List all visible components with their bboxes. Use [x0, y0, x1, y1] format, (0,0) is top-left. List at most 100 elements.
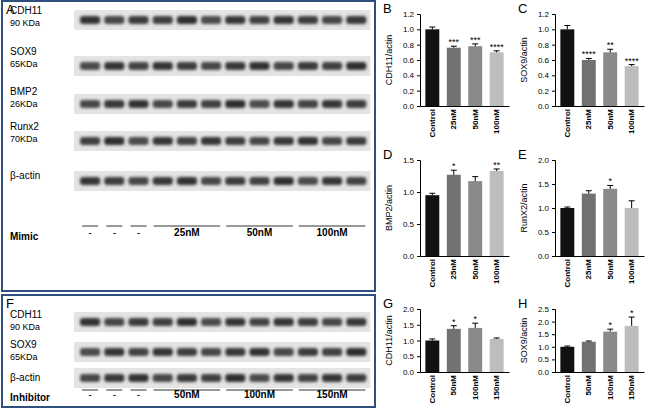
- y-tick: 1.0: [403, 25, 420, 34]
- blot-band: [80, 16, 100, 24]
- axis-line: [421, 106, 510, 107]
- y-tick-label: 0.5: [538, 355, 550, 364]
- blot-row-label: CDH11: [10, 5, 42, 16]
- y-axis-title: SOX9/actin: [519, 318, 529, 364]
- y-axis: 0.00.51.01.52.0: [538, 156, 556, 261]
- y-tick: 0.4: [538, 71, 555, 80]
- blot-band: [322, 318, 342, 326]
- x-tick: 100nM: [627, 256, 636, 284]
- blot-band: [225, 100, 245, 108]
- axis-line: [417, 15, 421, 107]
- x-tick-label: 25nM: [584, 259, 593, 280]
- bar: [447, 175, 461, 256]
- y-tick-label: 0.4: [538, 71, 550, 80]
- y-tick-label: 0.0: [538, 102, 550, 111]
- x-tick: 25nM: [584, 106, 593, 129]
- blot-band: [249, 374, 269, 382]
- blot-band: [274, 318, 294, 326]
- error-bar-stem: [567, 26, 568, 30]
- blot-band: [104, 177, 124, 185]
- control-label: -: [137, 227, 140, 238]
- y-tick-label: 0.8: [538, 41, 550, 50]
- blot-band: [225, 137, 245, 145]
- y-tick-label: 1.0: [538, 343, 550, 352]
- y-tick-label: 0.8: [403, 41, 415, 50]
- y-tick-mark: [417, 29, 420, 30]
- blot-strip: [74, 368, 370, 388]
- y-tick-mark: [552, 60, 555, 61]
- marks: [425, 27, 503, 106]
- y-tick-mark: [552, 322, 555, 323]
- error-bar-cap: [429, 338, 435, 339]
- blot-band: [153, 348, 173, 356]
- blot-band: [298, 16, 318, 24]
- blot-band: [153, 16, 173, 24]
- bar: [625, 326, 639, 372]
- axis-line: [552, 310, 556, 373]
- blot-strip: [74, 312, 370, 332]
- bar: [425, 29, 439, 106]
- blot-row-label: SOX9: [10, 46, 37, 57]
- y-tick-label: 1.2: [538, 10, 550, 19]
- y-tick-label: 1.0: [538, 204, 550, 213]
- blot-band: [104, 318, 124, 326]
- blot-band: [249, 16, 269, 24]
- y-axis-title: RunX2/actin: [519, 183, 529, 232]
- y-tick-mark: [417, 256, 420, 257]
- significance: **: [493, 160, 501, 170]
- blot-band: [249, 348, 269, 356]
- y-tick-label: 0.6: [538, 56, 550, 65]
- y-tick: 2.5: [538, 305, 555, 314]
- significance: ****: [625, 56, 640, 66]
- x-tick-label: Control: [428, 259, 437, 287]
- x-tick-label: 100nM: [492, 109, 501, 134]
- panel-letter: G: [383, 296, 393, 311]
- blot-band: [177, 16, 197, 24]
- y-tick: 0.5: [403, 352, 420, 361]
- y-tick-mark: [417, 341, 420, 342]
- x-axis: Control25nM50nM100nM: [421, 106, 510, 137]
- blot-row-size: 90 KDa: [10, 18, 40, 28]
- blot-strip: [74, 94, 370, 114]
- y-tick: 1.0: [538, 204, 555, 213]
- y-tick-label: 1.5: [403, 321, 415, 330]
- x-tick-label: 25nM: [584, 109, 593, 130]
- blot-band: [177, 318, 197, 326]
- blot-band: [225, 177, 245, 185]
- blot-band: [104, 100, 124, 108]
- y-tick-mark: [552, 75, 555, 76]
- blot-band: [322, 177, 342, 185]
- blot-band: [274, 374, 294, 382]
- bar: [625, 66, 639, 106]
- y-tick-label: 0.5: [403, 220, 415, 229]
- y-axis: 0.00.20.40.60.81.01.2: [403, 10, 421, 111]
- y-tick-label: 2.5: [538, 305, 550, 314]
- blot-band: [128, 374, 148, 382]
- y-tick-label: 0.5: [403, 352, 415, 361]
- y-tick-label: 1.2: [403, 10, 415, 19]
- x-tick-label: Control: [563, 109, 572, 137]
- blot-strip: [74, 342, 370, 362]
- bar: [468, 181, 482, 256]
- error-bar-cap: [629, 200, 635, 201]
- blot-band: [322, 137, 342, 145]
- bar: [603, 332, 617, 372]
- x-tick: 50nM: [471, 106, 480, 129]
- y-tick: 0.6: [538, 56, 555, 65]
- y-tick-label: 1.0: [538, 25, 550, 34]
- y-axis: 0.00.51.01.52.0: [403, 305, 421, 377]
- blot-band: [128, 62, 148, 70]
- blot-panel: ACDH1190 KDaSOX965KDaBMP226KDaRunx270KDa…: [2, 1, 375, 291]
- y-tick-label: 0.4: [403, 71, 415, 80]
- y-axis-title: BMP2/actin: [384, 185, 394, 231]
- bar: [625, 208, 639, 256]
- x-tick: 50nM: [606, 106, 615, 129]
- y-tick-mark: [552, 347, 555, 348]
- blot-band: [104, 16, 124, 24]
- blot-row-label: β-actin: [10, 372, 40, 383]
- blot-band: [322, 374, 342, 382]
- x-axis: Control25nM50nM100nM: [421, 256, 510, 287]
- treatment-label: Inhibitor: [10, 392, 50, 403]
- y-tick: 0.5: [538, 355, 555, 364]
- blot-band: [80, 318, 100, 326]
